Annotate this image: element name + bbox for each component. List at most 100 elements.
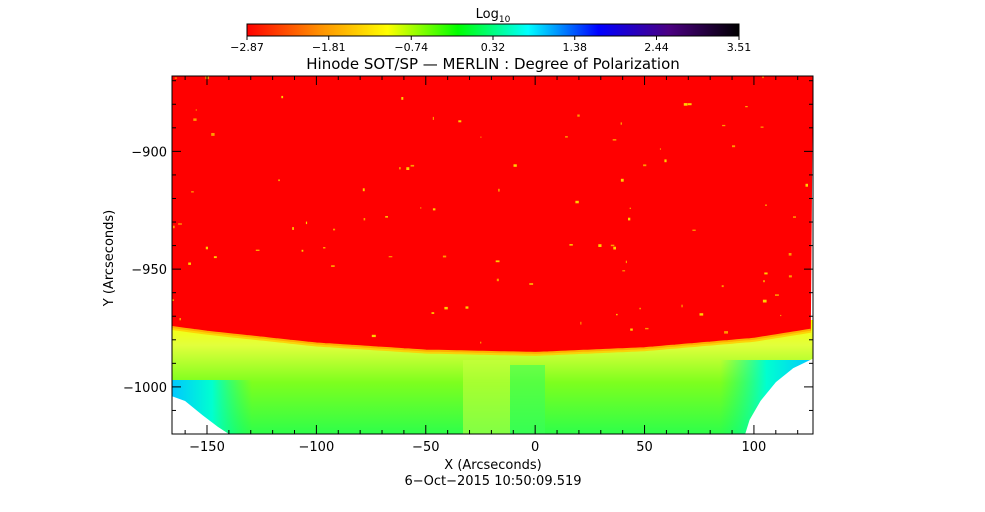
speck — [301, 249, 304, 252]
speck — [205, 246, 208, 250]
speck — [765, 204, 767, 206]
speck — [385, 216, 388, 218]
speck — [513, 164, 517, 167]
speck — [442, 255, 447, 258]
x-tick-label: −100 — [299, 440, 335, 455]
limb-band-region — [172, 326, 812, 356]
speck — [610, 244, 615, 247]
speck — [406, 167, 410, 170]
colorbar-gradient — [246, 23, 740, 37]
x-tick-label: 100 — [742, 440, 767, 455]
x-axis-label: X (Arcseconds) — [444, 458, 541, 473]
speck — [174, 77, 177, 79]
speck — [724, 331, 728, 334]
speck — [681, 304, 683, 308]
speck — [683, 103, 688, 106]
speck — [793, 216, 796, 218]
speck — [575, 200, 579, 204]
speck — [659, 148, 661, 150]
speck — [498, 188, 500, 192]
colorbar-tick-label: −2.87 — [230, 41, 264, 54]
speck — [565, 136, 568, 138]
speck — [173, 225, 175, 229]
speck — [764, 272, 768, 275]
speck — [721, 285, 724, 288]
speck — [760, 126, 764, 128]
speck — [458, 120, 462, 123]
x-tick-label: −50 — [412, 440, 439, 455]
speck — [305, 221, 308, 225]
speck — [444, 306, 448, 310]
speck — [622, 270, 626, 272]
y-tick-label: −1000 — [123, 381, 167, 396]
colorbar-tick-label: −1.81 — [312, 41, 346, 54]
speck — [255, 249, 260, 251]
speck — [195, 109, 197, 111]
colorbar-tick-label: 1.38 — [562, 41, 587, 54]
speck — [805, 183, 808, 187]
speck — [775, 294, 779, 296]
y-tick-label: −950 — [131, 263, 167, 278]
seam-strip-1 — [463, 360, 510, 434]
speck — [699, 313, 704, 316]
speck — [762, 299, 767, 303]
speck — [616, 313, 618, 316]
speck — [598, 244, 602, 247]
speck — [692, 229, 696, 231]
speck — [722, 124, 726, 127]
speck — [580, 321, 582, 325]
speck — [620, 178, 624, 182]
y-tick-label: −900 — [131, 145, 167, 160]
colorbar-tick-label: 2.44 — [644, 41, 669, 54]
speck — [495, 260, 500, 263]
colorbar-tick-label: 0.32 — [481, 41, 506, 54]
speck — [780, 314, 782, 317]
speck — [362, 188, 365, 192]
speck — [331, 265, 335, 267]
speck — [763, 280, 765, 283]
speck — [401, 97, 404, 100]
y-axis: −900 −950 −1000 — [123, 80, 813, 435]
speck — [371, 334, 376, 338]
speck — [363, 218, 366, 221]
speck — [480, 341, 482, 344]
speck — [625, 260, 627, 264]
speck — [639, 307, 641, 310]
speck — [213, 256, 217, 259]
y-axis-label: Y (Arcseconds) — [102, 210, 117, 307]
speck — [278, 179, 280, 182]
speck — [432, 208, 436, 211]
speck — [664, 159, 667, 163]
speck — [432, 116, 434, 120]
speck — [732, 145, 736, 148]
x-tick-label: 50 — [636, 440, 653, 455]
speck — [193, 118, 197, 121]
speck — [420, 207, 422, 209]
colorbar-tick-label: 3.51 — [727, 41, 752, 54]
left-no-data-region — [172, 396, 229, 434]
polarization-specks — [172, 76, 808, 344]
speck — [762, 76, 764, 79]
speck — [188, 262, 191, 265]
speck — [612, 139, 617, 141]
x-tick-label: 0 — [531, 440, 539, 455]
speck — [569, 244, 573, 246]
speck — [388, 256, 393, 258]
speck — [643, 164, 647, 167]
speck — [628, 217, 631, 221]
speck — [496, 278, 499, 282]
speck — [399, 167, 401, 170]
speck — [630, 328, 633, 331]
speck — [480, 136, 482, 138]
timestamp: 6−Oct−2015 10:50:09.519 — [404, 474, 581, 489]
speck — [281, 95, 284, 99]
speck — [211, 133, 215, 136]
speck — [323, 247, 326, 249]
speck — [172, 299, 174, 301]
speck — [179, 318, 181, 321]
speck — [629, 207, 631, 209]
colorbar: Log10 −2.87 −1.81 −0.74 0.32 1.38 2.44 3.51 — [230, 7, 751, 54]
speck — [788, 275, 792, 278]
colorbar-label: Log10 — [476, 7, 511, 25]
speck — [620, 122, 622, 125]
